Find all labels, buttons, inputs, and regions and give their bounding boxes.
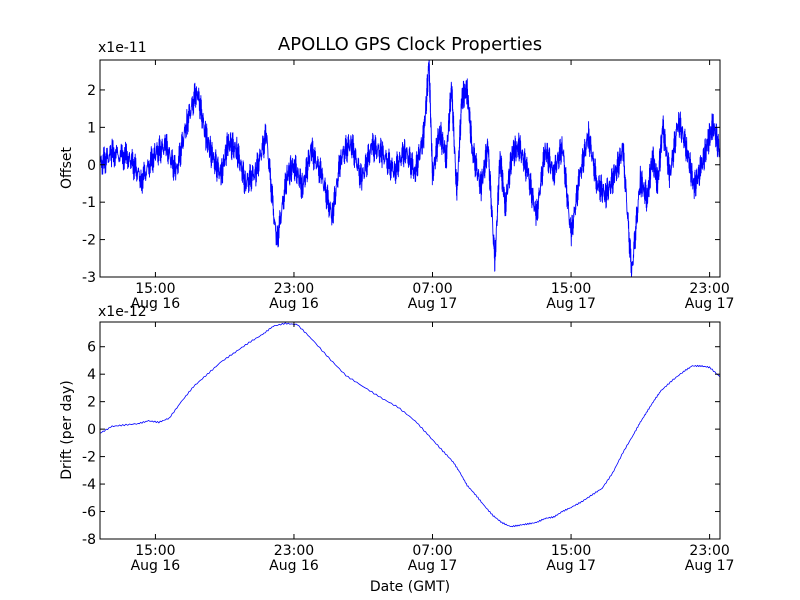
drift-x-tick-date: Aug 16 [131,558,181,574]
drift-y-axis-label: Drift (per day) [59,380,75,479]
drift-x-tick-date: Aug 17 [408,558,458,574]
offset-x-tick-date: Aug 16 [131,296,181,312]
drift-axes-frame [99,321,721,540]
offset-y-tick-label: 0 [87,158,96,174]
drift-y-tick-label: -2 [82,450,96,466]
drift-x-tick-time: 23:00 [274,543,314,559]
x-axis-label: Date (GMT) [370,579,450,595]
offset-x-tick-time: 23:00 [689,281,729,297]
drift-y-tick-label: 2 [87,395,96,411]
offset-x-tick-time: 23:00 [274,281,314,297]
drift-y-tick-label: 6 [87,340,96,356]
drift-x-tick-date: Aug 17 [546,558,596,574]
offset-x-tick-date: Aug 17 [408,296,458,312]
drift-y-tick-label: 4 [87,367,96,383]
drift-x-tick-date: Aug 16 [269,558,319,574]
offset-y-tick-label: 2 [87,83,96,99]
drift-y-ticks: -8 -6 -4 -2 0 2 4 6 [82,340,720,548]
offset-series-group [99,59,721,278]
drift-x-tick-time: 15:00 [135,543,175,559]
offset-y-axis-label: Offset [59,146,75,189]
offset-x-tick-date: Aug 16 [269,296,319,312]
offset-plot-area [100,60,720,277]
drift-multiplier-label: x1e-12 [98,304,147,320]
drift-y-tick-label: -8 [82,532,96,548]
drift-y-tick-label: -4 [82,477,96,493]
drift-x-tick-time: 15:00 [551,543,591,559]
drift-x-tick-time: 23:00 [689,543,729,559]
drift-series-group [99,322,721,528]
drift-plot-area [100,322,720,539]
offset-y-tick-label: -2 [82,233,96,249]
drift-x-tick-time: 07:00 [412,543,452,559]
offset-x-tick-time: 07:00 [412,281,452,297]
drift-series-line [99,322,721,528]
offset-x-tick-time: 15:00 [551,281,591,297]
drift-y-tick-label: -6 [82,505,96,521]
offset-y-tick-label: -3 [82,270,96,286]
offset-series-line [99,59,721,278]
offset-y-tick-label: 1 [87,120,96,136]
offset-axes-frame [99,59,721,278]
drift-y-tick-label: 0 [87,422,96,438]
offset-y-tick-label: -1 [82,195,96,211]
offset-y-ticks: -3 -2 -1 0 1 2 [82,83,720,286]
offset-x-tick-date: Aug 17 [546,296,596,312]
offset-x-tick-date: Aug 17 [685,296,735,312]
offset-x-tick-time: 15:00 [135,281,175,297]
offset-multiplier-label: x1e-11 [98,40,147,56]
chart-title: APOLLO GPS Clock Properties [278,34,542,55]
drift-x-tick-date: Aug 17 [685,558,735,574]
